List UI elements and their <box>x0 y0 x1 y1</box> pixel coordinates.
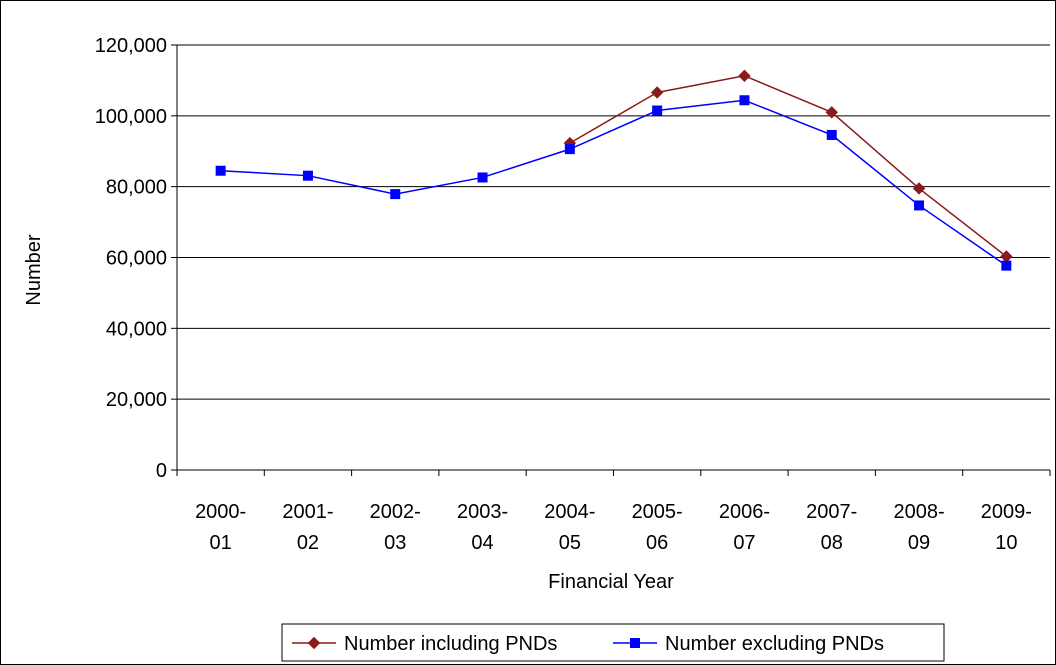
data-point <box>738 69 751 83</box>
series-including-pnds <box>563 69 1013 263</box>
data-point <box>215 165 226 176</box>
x-tick-label: 2006- <box>719 501 770 523</box>
x-tick-label: 2004- <box>544 501 595 523</box>
x-tick-label: 01 <box>210 532 232 554</box>
x-tick-label: 07 <box>733 532 755 554</box>
x-tick-label: 2001- <box>282 501 333 523</box>
legend-label: Number including PNDs <box>344 633 557 655</box>
x-tick-label: 2007- <box>806 501 857 523</box>
series-excluding-pnds <box>215 95 1012 271</box>
data-point <box>390 189 401 200</box>
x-tick-label: 2009- <box>981 501 1032 523</box>
x-tick-label: 09 <box>908 532 930 554</box>
x-tick-label: 2002- <box>370 501 421 523</box>
x-axis-label: Financial Year <box>548 571 674 593</box>
x-tick-label: 2005- <box>632 501 683 523</box>
data-point <box>825 106 838 119</box>
x-tick-label: 10 <box>995 532 1017 554</box>
legend-marker <box>630 638 640 648</box>
y-tick-label: 80,000 <box>106 177 167 199</box>
data-point <box>739 95 750 106</box>
x-tick-label: 08 <box>821 532 843 554</box>
data-point <box>302 170 313 181</box>
y-tick-label: 60,000 <box>106 248 167 270</box>
y-tick-label: 0 <box>156 460 167 482</box>
data-point <box>912 182 926 195</box>
x-tick-label: 04 <box>471 532 493 554</box>
x-tick-label: 02 <box>297 532 319 554</box>
gridlines <box>177 44 1050 400</box>
x-tick-label: 2003- <box>457 501 508 523</box>
axes <box>171 44 1051 476</box>
x-tick-label: 2000- <box>195 501 246 523</box>
series-line <box>569 75 1007 258</box>
data-point <box>1001 260 1012 271</box>
y-tick-label: 20,000 <box>106 389 167 411</box>
legend-items: Number including PNDs Number excluding PN… <box>292 633 884 655</box>
legend-marker <box>307 636 321 650</box>
x-tick-label: 06 <box>646 532 668 554</box>
y-tick-label: 120,000 <box>95 35 167 57</box>
x-tick-label: 05 <box>559 532 581 554</box>
data-point <box>650 86 664 99</box>
data-point <box>826 129 837 140</box>
y-axis-label: Number <box>23 234 45 305</box>
y-tick-label: 100,000 <box>95 106 167 128</box>
data-point <box>477 172 488 183</box>
data-point <box>914 200 925 211</box>
legend-label: Number excluding PNDs <box>665 633 884 655</box>
data-point <box>652 105 663 116</box>
series-layer <box>215 69 1013 271</box>
series-line <box>220 99 1007 267</box>
y-tick-label: 40,000 <box>106 318 167 340</box>
tick-labels: 0 20,000 40,000 60,000 80,000 100,000 120,000 2… <box>95 35 1032 554</box>
x-tick-label: 03 <box>384 532 406 554</box>
data-point <box>564 144 575 155</box>
legend: Number including PNDs Number excluding PN… <box>281 623 945 662</box>
x-tick-label: 2008- <box>893 501 944 523</box>
